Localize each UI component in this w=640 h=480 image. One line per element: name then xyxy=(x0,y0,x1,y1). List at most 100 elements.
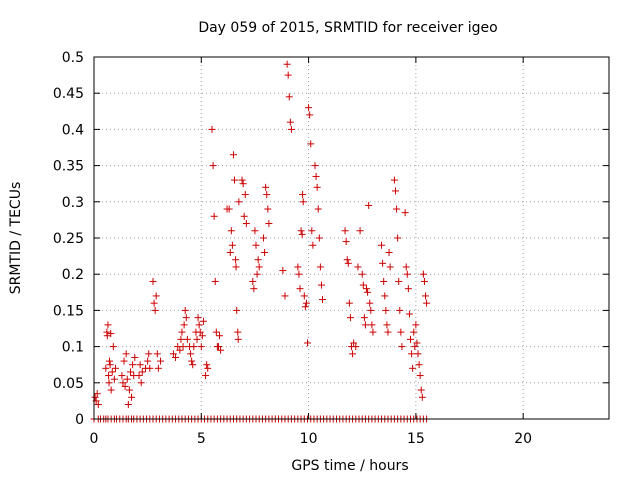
y-tick-label: 0.1 xyxy=(62,340,84,356)
data-point xyxy=(91,393,99,401)
data-point xyxy=(146,364,154,372)
data-point xyxy=(356,227,364,235)
data-point xyxy=(234,335,242,343)
data-point xyxy=(287,125,295,133)
data-point xyxy=(105,379,113,387)
data-point xyxy=(121,382,129,390)
data-point xyxy=(349,350,357,358)
data-point xyxy=(145,350,153,358)
data-point xyxy=(225,205,233,213)
data-point xyxy=(250,285,258,293)
data-point xyxy=(309,241,317,249)
data-point xyxy=(390,176,398,184)
data-point xyxy=(209,162,217,170)
data-point xyxy=(316,263,324,271)
data-point xyxy=(111,364,119,372)
data-point xyxy=(402,263,410,271)
data-point xyxy=(398,343,406,351)
data-point xyxy=(253,270,261,278)
data-point xyxy=(153,350,161,358)
data-point xyxy=(296,285,304,293)
data-points xyxy=(90,60,431,423)
data-point xyxy=(369,328,377,336)
data-point xyxy=(384,328,392,336)
data-point xyxy=(264,205,272,213)
data-point xyxy=(202,372,210,380)
data-point xyxy=(238,176,246,184)
x-tick-label: 20 xyxy=(514,431,532,447)
data-point xyxy=(299,191,307,199)
data-point xyxy=(393,205,401,213)
y-tick-label: 0.05 xyxy=(53,376,84,392)
data-point xyxy=(232,263,240,271)
data-point xyxy=(217,346,225,354)
data-point xyxy=(107,386,115,394)
y-tick-label: 0.3 xyxy=(62,195,84,211)
data-point xyxy=(105,372,113,380)
data-point xyxy=(211,277,219,285)
data-point xyxy=(343,256,351,264)
data-point xyxy=(286,118,294,126)
data-point xyxy=(109,343,117,351)
data-point xyxy=(234,328,242,336)
data-point xyxy=(364,288,372,296)
data-point xyxy=(350,339,358,347)
data-point xyxy=(94,401,102,409)
data-point xyxy=(255,263,263,271)
data-point xyxy=(344,259,352,267)
data-point xyxy=(131,353,139,361)
data-point xyxy=(418,393,426,401)
data-point xyxy=(423,299,431,307)
data-point xyxy=(128,393,136,401)
data-point xyxy=(239,180,247,188)
data-point xyxy=(416,372,424,380)
data-point xyxy=(136,361,144,369)
data-point xyxy=(242,220,250,228)
data-point xyxy=(345,299,353,307)
data-point xyxy=(194,314,202,322)
data-point xyxy=(317,281,325,289)
data-point xyxy=(123,375,131,383)
data-point xyxy=(150,299,158,307)
data-point xyxy=(179,343,187,351)
data-point xyxy=(281,292,289,300)
y-tick-label: 0.15 xyxy=(53,303,84,319)
data-point xyxy=(279,267,287,275)
data-point xyxy=(411,343,419,351)
data-point xyxy=(240,212,248,220)
data-point xyxy=(108,368,116,376)
data-point xyxy=(367,306,375,314)
data-point xyxy=(106,361,114,369)
data-point xyxy=(125,386,133,394)
data-point xyxy=(176,346,184,354)
data-point xyxy=(254,256,262,264)
data-point xyxy=(361,321,369,329)
data-point xyxy=(119,379,127,387)
data-point xyxy=(302,299,310,307)
data-point xyxy=(181,306,189,314)
data-point xyxy=(120,357,128,365)
data-point xyxy=(412,321,420,329)
data-point xyxy=(306,111,314,119)
data-point xyxy=(342,238,350,246)
data-point xyxy=(391,187,399,195)
data-point xyxy=(308,227,316,235)
data-point xyxy=(358,270,366,278)
data-point xyxy=(397,328,405,336)
data-point xyxy=(203,361,211,369)
data-point xyxy=(180,321,188,329)
data-point xyxy=(233,306,241,314)
y-tick-label: 0.45 xyxy=(53,86,84,102)
data-point xyxy=(107,330,115,338)
data-point xyxy=(172,353,180,361)
data-point xyxy=(263,191,271,199)
data-point xyxy=(312,172,320,180)
data-point xyxy=(262,183,270,191)
data-point xyxy=(319,296,327,304)
data-point xyxy=(294,263,302,271)
data-point xyxy=(208,125,216,133)
data-point xyxy=(199,317,207,325)
data-point xyxy=(124,401,132,409)
data-point xyxy=(189,361,197,369)
